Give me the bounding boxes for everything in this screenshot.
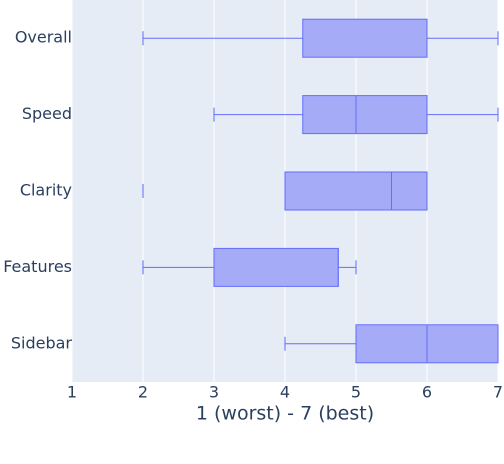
- box: [284, 171, 428, 211]
- x-tick-label: 7: [493, 383, 503, 402]
- x-tick-label: 5: [351, 383, 361, 402]
- x-tick-label: 2: [138, 383, 148, 402]
- box: [213, 247, 339, 287]
- x-tick-label: 3: [209, 383, 219, 402]
- x-tick-label: 4: [280, 383, 290, 402]
- x-tick-label: 1: [67, 383, 77, 402]
- y-tick-label: Features: [3, 257, 72, 276]
- y-tick-label: Clarity: [20, 181, 72, 200]
- box: [302, 95, 428, 135]
- x-tick-label: 6: [422, 383, 432, 402]
- y-tick-label: Speed: [22, 104, 72, 123]
- y-tick-label: Overall: [15, 28, 72, 47]
- y-tick-label: Sidebar: [11, 333, 73, 352]
- x-axis-title: 1 (worst) - 7 (best): [196, 403, 374, 425]
- box: [302, 18, 428, 58]
